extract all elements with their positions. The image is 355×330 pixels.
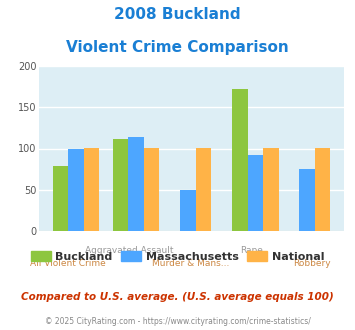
Bar (113, 139, 128, 231)
Text: Compared to U.S. average. (U.S. average equals 100): Compared to U.S. average. (U.S. average … (21, 292, 334, 302)
Bar (232, 89, 247, 231)
Bar (84, 148, 99, 231)
Bar (196, 148, 211, 231)
Legend: Buckland, Massachusetts, National: Buckland, Massachusetts, National (26, 247, 329, 267)
Bar (263, 148, 279, 231)
Text: Murder & Mans...: Murder & Mans... (152, 259, 229, 268)
Text: 2008 Buckland: 2008 Buckland (114, 7, 241, 21)
Bar (315, 148, 331, 231)
Text: All Violent Crime: All Violent Crime (30, 259, 106, 268)
Text: Violent Crime Comparison: Violent Crime Comparison (66, 40, 289, 54)
Text: Robbery: Robbery (294, 259, 331, 268)
Bar (69, 148, 84, 231)
Bar (180, 190, 196, 231)
Bar (144, 148, 159, 231)
Bar (53, 166, 69, 231)
Bar (128, 137, 144, 231)
Bar (299, 169, 315, 231)
Text: Aggravated Assault: Aggravated Assault (85, 246, 174, 255)
Text: © 2025 CityRating.com - https://www.cityrating.com/crime-statistics/: © 2025 CityRating.com - https://www.city… (45, 317, 310, 326)
Bar (247, 155, 263, 231)
Text: Rape: Rape (240, 246, 263, 255)
